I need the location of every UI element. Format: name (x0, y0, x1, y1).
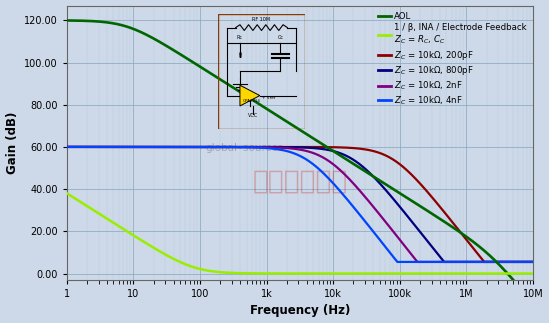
X-axis label: Frequency (Hz): Frequency (Hz) (250, 305, 350, 318)
Text: global•sources: global•sources (205, 143, 283, 153)
Text: 电子工程专辑: 电子工程专辑 (253, 168, 348, 194)
Y-axis label: Gain (dB): Gain (dB) (5, 111, 19, 174)
Legend: AOL, 1 / β, INA / Electrode Feedback
$Z_C$ = $R_C$, $C_C$, $Z_C$ = 10kΩ, 200pF, : AOL, 1 / β, INA / Electrode Feedback $Z_… (376, 10, 529, 109)
